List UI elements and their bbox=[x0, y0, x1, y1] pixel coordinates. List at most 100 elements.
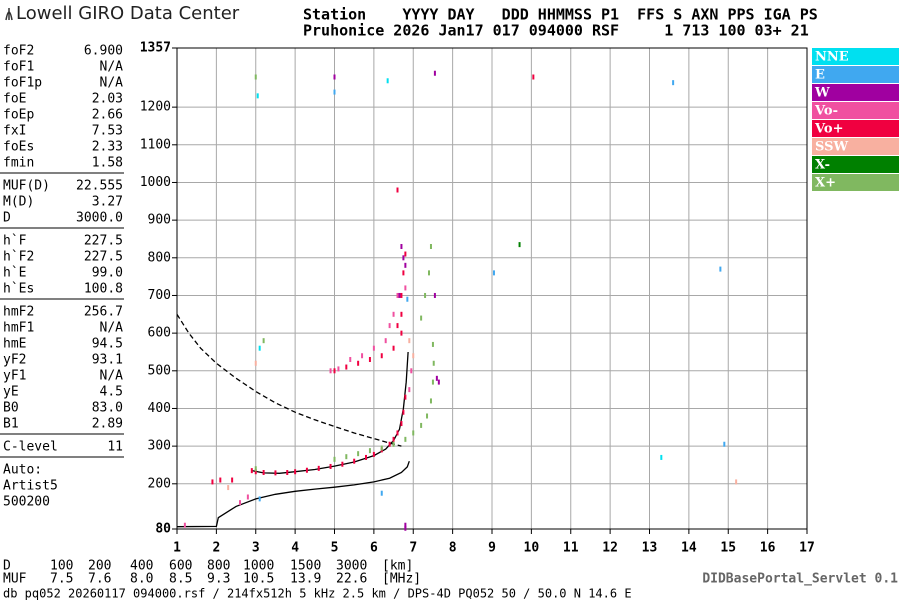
y-tick-label: 80 bbox=[155, 522, 171, 537]
x-tick-label: 17 bbox=[799, 541, 815, 556]
echo-point bbox=[672, 80, 675, 86]
param-value: 94.5 bbox=[92, 337, 123, 352]
echo-point bbox=[404, 285, 407, 291]
x-tick-label: 12 bbox=[602, 541, 618, 556]
param-value: 2.89 bbox=[92, 417, 123, 432]
echo-point bbox=[258, 496, 261, 502]
param-name: hmF1 bbox=[3, 321, 34, 336]
echo-point bbox=[262, 470, 265, 476]
curve bbox=[176, 460, 410, 528]
echo-point bbox=[368, 357, 371, 363]
echo-point bbox=[723, 441, 726, 447]
muf-cell: [MHz] bbox=[382, 572, 421, 587]
param-value: 6.900 bbox=[84, 44, 123, 59]
echo-point bbox=[428, 270, 430, 276]
echo-point bbox=[380, 490, 383, 496]
muf-cell: 8.5 bbox=[169, 572, 192, 587]
param-value: 1.58 bbox=[92, 156, 123, 171]
echo-point bbox=[431, 379, 434, 385]
echo-point bbox=[408, 387, 411, 393]
echo-point bbox=[388, 441, 391, 447]
echo-point bbox=[256, 93, 259, 99]
echo-point bbox=[404, 522, 407, 528]
echo-point bbox=[396, 292, 399, 298]
curve bbox=[176, 313, 402, 447]
logo-icon bbox=[5, 8, 13, 21]
echo-point bbox=[433, 292, 436, 298]
echo-point bbox=[219, 477, 222, 483]
echo-point bbox=[404, 262, 407, 268]
echo-point bbox=[372, 451, 375, 457]
muf-cell: 22.6 bbox=[336, 572, 367, 587]
echo-point bbox=[492, 270, 495, 276]
echo-point bbox=[429, 398, 432, 404]
param-name: M(D) bbox=[3, 195, 34, 210]
legend-swatch bbox=[812, 84, 899, 101]
echo-point bbox=[420, 315, 423, 321]
echo-point bbox=[305, 467, 308, 473]
muf-cell: 3000 bbox=[336, 559, 367, 574]
x-tick-label: 3 bbox=[252, 541, 260, 556]
grid bbox=[176, 47, 808, 530]
param-value: 2.33 bbox=[92, 140, 123, 155]
param-name: h`Es bbox=[3, 282, 34, 297]
param-name: yE bbox=[3, 385, 19, 400]
echo-point bbox=[357, 360, 360, 366]
param-value: N/A bbox=[100, 60, 124, 75]
param-name: yF2 bbox=[3, 353, 26, 368]
param-value: 7.53 bbox=[92, 124, 123, 139]
echo-point bbox=[380, 445, 383, 451]
echo-point bbox=[357, 451, 360, 457]
y-tick-label: 1000 bbox=[140, 175, 171, 190]
muf-cell: 13.9 bbox=[290, 572, 321, 587]
param-name: yF1 bbox=[3, 369, 26, 384]
echo-point bbox=[435, 375, 438, 381]
param-name: fxI bbox=[3, 124, 26, 139]
muf-cell: 1000 bbox=[243, 559, 274, 574]
muf-cell: 400 bbox=[130, 559, 153, 574]
echo-point bbox=[719, 266, 722, 272]
param-value: N/A bbox=[100, 321, 124, 336]
echo-point bbox=[429, 244, 432, 250]
echo-point bbox=[396, 323, 399, 329]
header-line: Pruhonice 2026 Jan17 017 094000 RSF 1 71… bbox=[303, 22, 809, 40]
muf-cell: 9.3 bbox=[207, 572, 230, 587]
x-tick-label: 14 bbox=[681, 541, 697, 556]
echo-point bbox=[246, 494, 249, 500]
param-value: 227.5 bbox=[84, 234, 123, 249]
param-name: Artist5 bbox=[3, 479, 58, 494]
legend-swatch bbox=[812, 138, 899, 155]
param-name: Auto: bbox=[3, 463, 42, 478]
echo-point bbox=[254, 466, 257, 472]
param-value: 2.66 bbox=[92, 108, 123, 123]
param-value: 83.0 bbox=[92, 401, 123, 416]
param-name: fmin bbox=[3, 156, 34, 171]
legend-swatch bbox=[812, 102, 899, 119]
y-tick-label: 500 bbox=[148, 363, 171, 378]
echo-point bbox=[431, 341, 434, 347]
echo-point bbox=[437, 379, 440, 385]
x-tick-label: 11 bbox=[563, 541, 579, 556]
muf-cell: 7.6 bbox=[88, 572, 111, 587]
echo-point bbox=[254, 469, 257, 475]
param-value: 2.03 bbox=[92, 92, 123, 107]
param-name: foEs bbox=[3, 140, 34, 155]
echo-point bbox=[386, 78, 389, 84]
y-tick-label: 300 bbox=[148, 439, 171, 454]
param-name: MUF(D) bbox=[3, 179, 50, 194]
y-tick-label: 200 bbox=[148, 476, 171, 491]
echo-point bbox=[365, 454, 367, 460]
y-tick-label: 1357 bbox=[140, 41, 171, 56]
muf-cell: 200 bbox=[88, 559, 111, 574]
echo-point bbox=[329, 463, 332, 469]
muf-cell: 10.5 bbox=[243, 572, 274, 587]
param-name: foEp bbox=[3, 108, 34, 123]
muf-cell: 7.5 bbox=[50, 572, 73, 587]
plot-frame bbox=[176, 47, 808, 530]
echo-point bbox=[337, 366, 340, 372]
echo-point bbox=[250, 468, 253, 474]
y-tick-label: 900 bbox=[148, 213, 171, 228]
legend-label: E bbox=[815, 68, 825, 83]
echo-point bbox=[735, 479, 738, 485]
param-value: 3.27 bbox=[92, 195, 123, 210]
